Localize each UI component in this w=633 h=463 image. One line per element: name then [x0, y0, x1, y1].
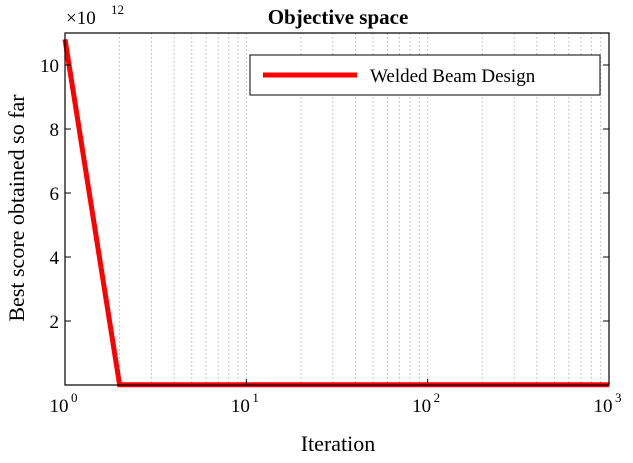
chart-title: Objective space	[268, 5, 409, 29]
y-exponent-label: ×10 12	[66, 2, 124, 29]
y-exponent-power: 12	[111, 2, 124, 17]
x-tick-label-power: 0	[71, 390, 78, 405]
x-tick-label-power: 2	[434, 390, 441, 405]
x-tick-label-base: 10	[594, 396, 613, 417]
y-axis-label: Best score obtained so far	[4, 94, 29, 322]
y-exponent-base: ×10	[66, 8, 96, 29]
x-tick-label-base: 10	[231, 396, 250, 417]
grid-lines	[119, 33, 602, 385]
x-tick-label-power: 1	[252, 390, 258, 405]
legend-box	[249, 54, 601, 96]
x-tick-label: 10 0	[50, 390, 78, 417]
x-axis-label: Iteration	[301, 431, 376, 456]
y-tick-label: 4	[50, 248, 60, 269]
y-tick-label: 10	[40, 56, 59, 77]
x-tick-label-base: 10	[412, 396, 431, 417]
legend-label-welded-beam-design: Welded Beam Design	[370, 66, 536, 87]
x-tick-label: 10 1	[231, 390, 259, 417]
x-tick-label: 10 3	[594, 390, 622, 417]
y-tick-label: 6	[50, 184, 60, 205]
x-tick-label: 10 2	[412, 390, 440, 417]
y-tick-label: 8	[50, 120, 60, 141]
x-tick-label-base: 10	[50, 396, 69, 417]
y-tick-label: 2	[50, 312, 60, 333]
legend: Welded Beam Design	[249, 54, 601, 96]
x-tick-label-power: 3	[615, 390, 622, 405]
plot-area-frame	[64, 32, 610, 386]
